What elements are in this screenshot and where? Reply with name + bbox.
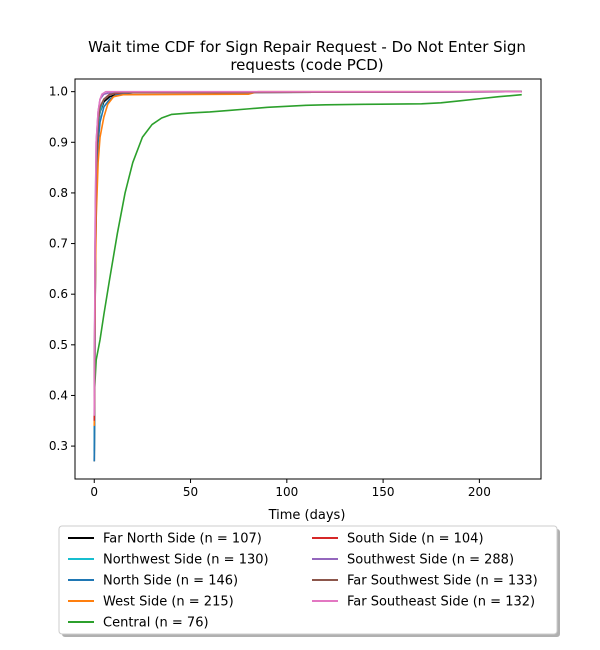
y-tick-label: 1.0 (49, 85, 68, 99)
series-layer (93, 90, 522, 462)
legend-label: Far Southwest Side (n = 133) (347, 574, 538, 589)
legend-label: West Side (n = 215) (103, 595, 234, 610)
chart-title: Wait time CDF for Sign Repair Request - … (88, 38, 526, 56)
y-tick-label: 0.6 (49, 287, 68, 301)
y-tick-label: 0.3 (49, 439, 68, 453)
y-axis-ticks: 0.3 0.4 0.5 0.6 0.7 0.8 0.9 1.0 (49, 85, 75, 453)
x-tick-label: 50 (183, 485, 198, 499)
y-tick-label: 0.9 (49, 135, 68, 149)
series-line-5 (93, 90, 522, 421)
x-tick-label: 150 (372, 485, 395, 499)
legend-label: Central (n = 76) (103, 616, 209, 631)
x-tick-label: 200 (468, 485, 491, 499)
legend-label: North Side (n = 146) (103, 574, 238, 589)
chart-title-line2: requests (code PCD) (230, 56, 383, 74)
y-tick-label: 0.5 (49, 338, 68, 352)
legend-box (58, 525, 558, 635)
series-line-8 (93, 90, 522, 416)
x-tick-label: 100 (275, 485, 298, 499)
y-tick-label: 0.7 (49, 237, 68, 251)
legend-label: Northwest Side (n = 130) (103, 553, 269, 568)
series-line-4 (93, 93, 522, 396)
legend-label: Far Southeast Side (n = 132) (347, 595, 535, 610)
legend: Far North Side (n = 107) Northwest Side (… (58, 525, 560, 637)
legend-items: Far North Side (n = 107) Northwest Side (… (68, 532, 538, 631)
legend-label: South Side (n = 104) (347, 532, 484, 547)
series-line-6 (93, 90, 522, 411)
series-line-3 (93, 90, 522, 426)
plot-area (74, 78, 542, 480)
series-line-0 (93, 90, 522, 462)
series-line-2 (93, 90, 522, 462)
x-axis-label: Time (days) (268, 508, 346, 523)
x-tick-label: 0 (90, 485, 98, 499)
x-axis-ticks: 0 50 100 150 200 (90, 479, 491, 499)
series-line-7 (93, 90, 522, 416)
legend-label: Southwest Side (n = 288) (347, 553, 514, 568)
legend-label: Far North Side (n = 107) (103, 532, 262, 547)
series-line-1 (93, 90, 522, 452)
y-tick-label: 0.8 (49, 186, 68, 200)
y-tick-label: 0.4 (49, 388, 68, 402)
